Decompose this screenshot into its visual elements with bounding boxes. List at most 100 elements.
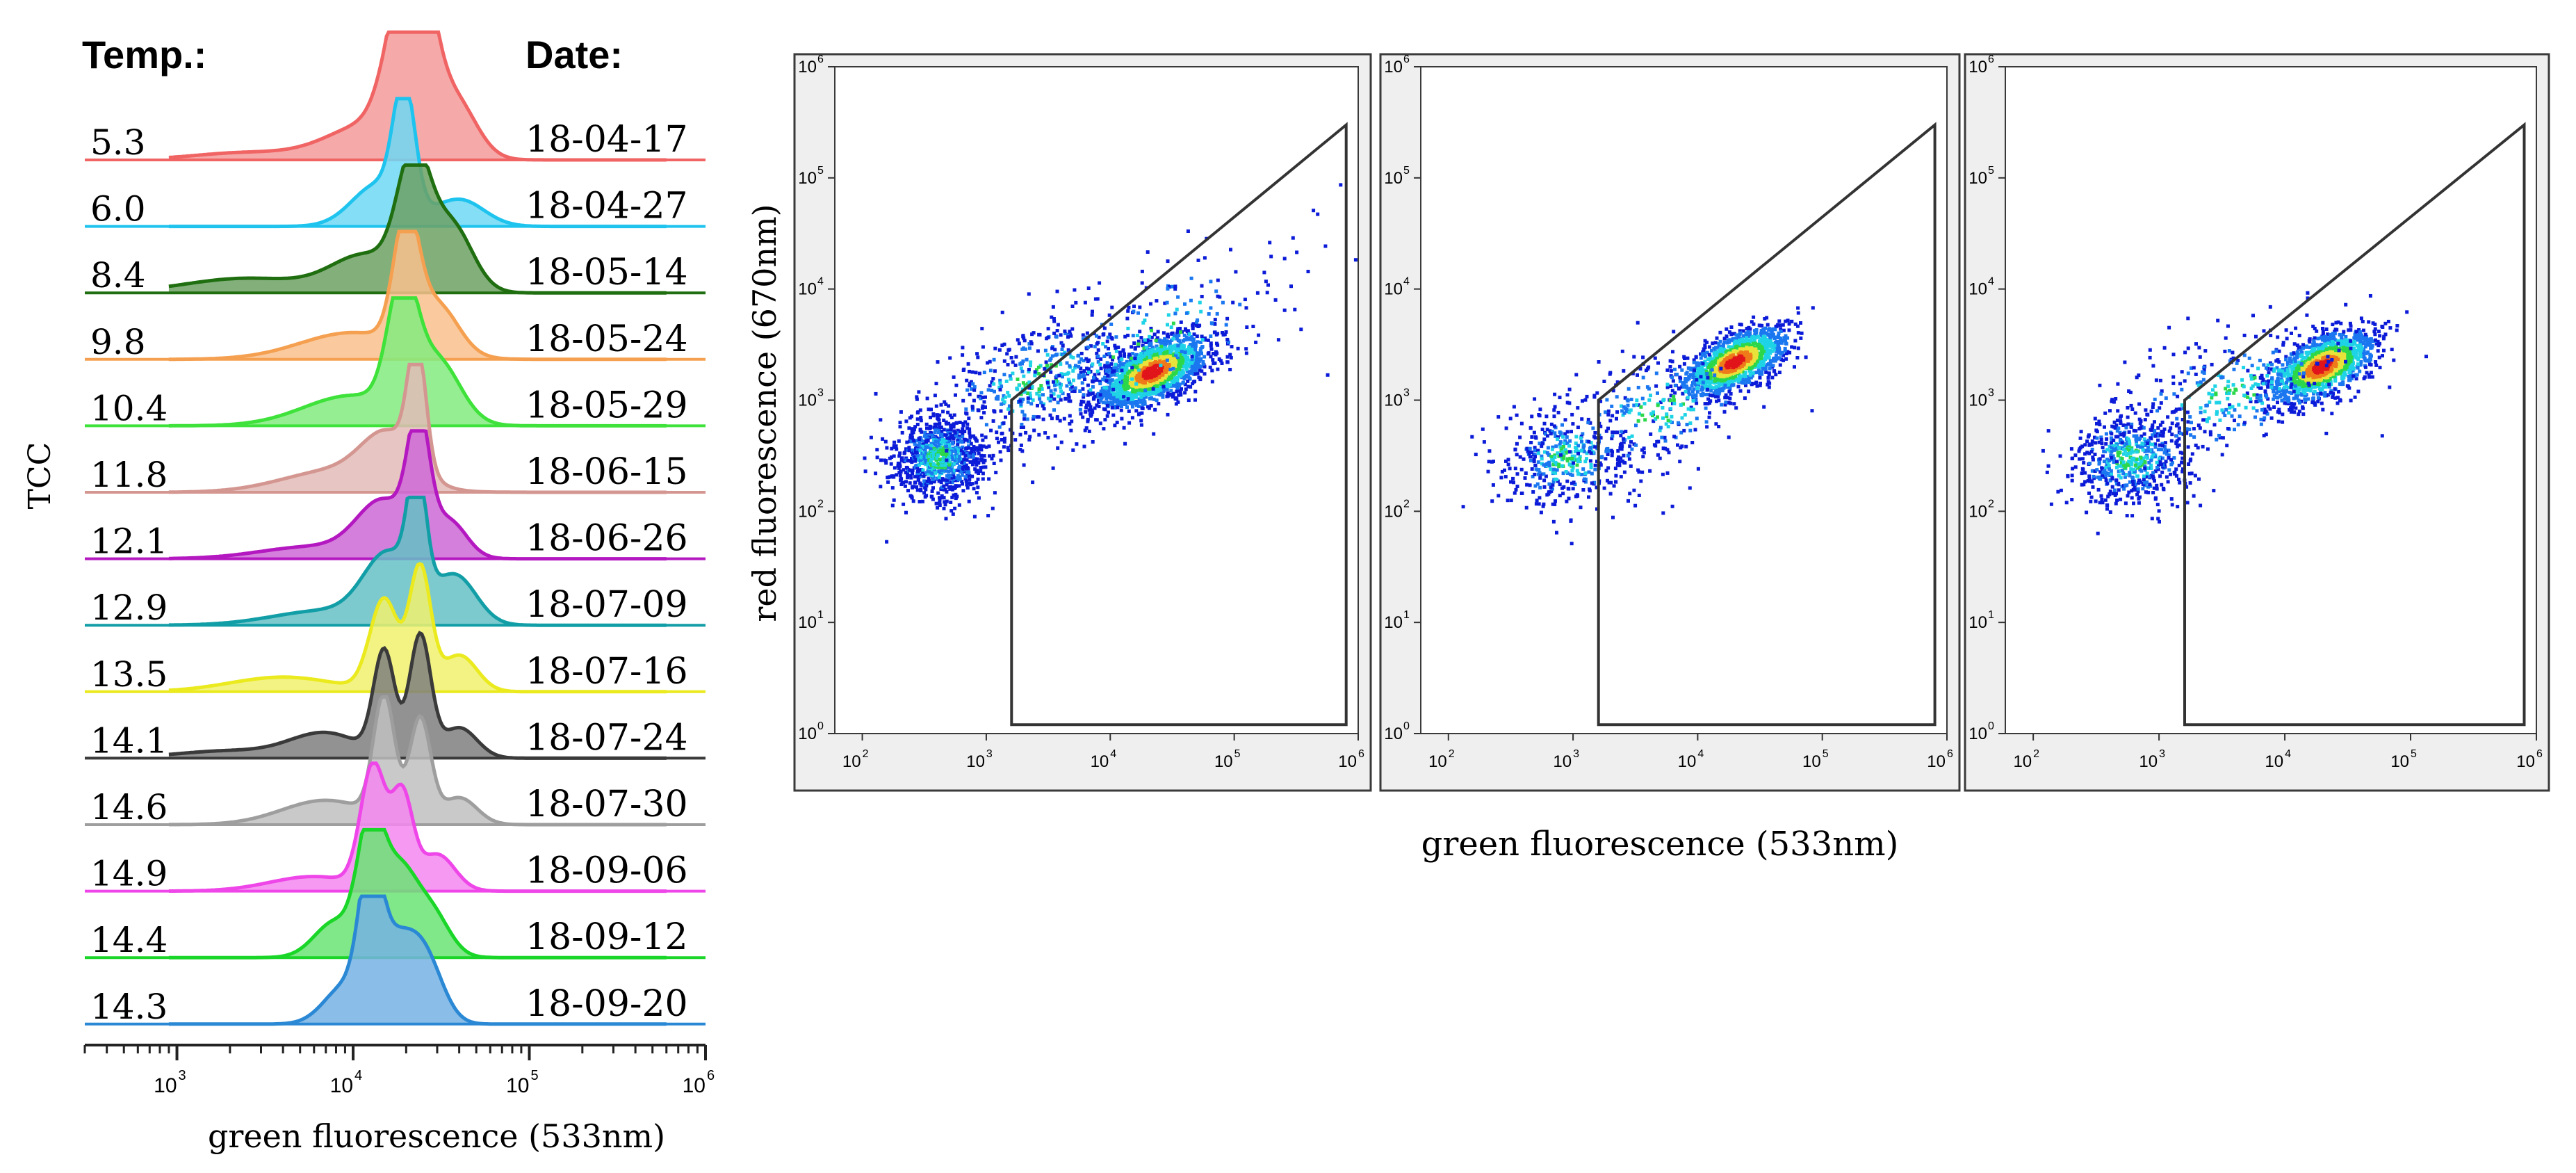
scatter-point <box>1089 412 1092 416</box>
scatter-point <box>1713 341 1718 345</box>
scatter-point <box>1161 389 1166 393</box>
scatter-point <box>946 431 950 435</box>
scatter-point <box>1159 382 1164 386</box>
scatter-point <box>1609 480 1613 485</box>
scatter-point <box>1576 406 1580 410</box>
scatter-point <box>1042 402 1046 406</box>
scatter-point <box>1085 403 1089 407</box>
scatter-point <box>1788 350 1792 355</box>
scatter-point <box>962 437 966 442</box>
scatter-point <box>1611 414 1615 418</box>
scatter-point <box>1139 359 1143 364</box>
scatter-point <box>1753 329 1756 333</box>
scatter-point <box>1708 401 1711 405</box>
scatter-point <box>1124 402 1127 406</box>
scatter-point <box>1181 339 1185 343</box>
scatter-point <box>881 437 885 441</box>
scatter-point <box>1665 448 1670 452</box>
ridge-row: 14.1 18-07-24 <box>85 631 706 761</box>
scatter-point <box>1016 338 1020 342</box>
scatter-point <box>1538 476 1542 480</box>
scatter-point <box>959 465 963 469</box>
scatter-point <box>1580 417 1584 421</box>
scatter-point <box>1499 476 1503 480</box>
scatter-point <box>1713 359 1718 363</box>
scatter-point <box>1000 431 1004 435</box>
scatter-point <box>1152 397 1156 401</box>
ridge-temp-label: 11.8 <box>90 455 168 495</box>
scatter-point <box>943 454 947 458</box>
scatter-point <box>1016 387 1020 391</box>
scatter-point <box>1533 455 1537 459</box>
scatter-point <box>1610 437 1614 441</box>
scatter-point <box>1537 468 1541 472</box>
scatter-point <box>1723 396 1727 400</box>
scatter-point <box>1637 494 1641 497</box>
scatter-point <box>1079 412 1083 416</box>
scatter-point <box>912 428 916 432</box>
scatter-point <box>1673 391 1677 395</box>
scatter-point <box>961 398 965 403</box>
scatter-point <box>1114 346 1118 350</box>
ridge-tick-label-exp: 3 <box>179 1068 186 1083</box>
scatter-point <box>1210 380 1214 384</box>
scatter-point <box>1740 363 1743 367</box>
scatter-point <box>1570 542 1574 546</box>
scatter-point <box>1680 385 1684 389</box>
scatter-point <box>1091 385 1095 389</box>
scatter-point <box>1114 388 1118 392</box>
scatter-point <box>1059 372 1063 376</box>
scatter-point <box>1728 338 1732 342</box>
scatter-point <box>1107 410 1110 414</box>
scatter-point <box>1109 322 1114 326</box>
scatter-point <box>1754 328 1759 332</box>
scatter-point <box>1706 380 1710 385</box>
scatter-point <box>1095 378 1099 382</box>
scatter-point <box>1137 372 1141 376</box>
scatter-point <box>943 500 947 504</box>
scatter-point <box>904 447 908 451</box>
scatter-point <box>1143 351 1148 355</box>
scatter-point <box>984 445 988 449</box>
scatter-point <box>1136 311 1140 315</box>
scatter-point <box>1128 391 1132 396</box>
scatter-point <box>998 381 1002 385</box>
scatter-point <box>1081 337 1085 341</box>
scatter-point <box>1135 366 1139 370</box>
scatter-point <box>1151 371 1155 374</box>
scatter-point <box>1072 378 1075 382</box>
scatter-point <box>1079 351 1084 355</box>
scatter-point <box>1200 334 1204 339</box>
scatter-point <box>1747 369 1752 373</box>
scatter-point <box>1192 380 1196 384</box>
scatter-point <box>915 463 919 467</box>
scatter-point <box>1183 391 1187 395</box>
scatter-point <box>1800 331 1804 335</box>
scatter-point <box>1103 407 1107 412</box>
scatter-point <box>1658 401 1663 405</box>
scatter-point <box>1212 362 1216 366</box>
scatter-point <box>1176 343 1180 348</box>
scatter-point <box>1461 505 1465 509</box>
scatter-point <box>863 456 867 460</box>
scatter-point <box>937 479 941 483</box>
scatter-point <box>984 435 988 439</box>
scatter-point <box>1090 408 1094 412</box>
scatter-point <box>977 371 981 375</box>
scatter-point <box>1553 431 1557 435</box>
scatter-point <box>1067 399 1071 403</box>
scatter-point <box>1022 413 1027 417</box>
scatter-point <box>929 415 932 419</box>
scatter-point <box>1187 337 1191 341</box>
scatter-point <box>1753 341 1757 346</box>
scatter-point <box>951 471 955 475</box>
ridge-date-label: 18-05-29 <box>525 385 688 426</box>
scatter-point <box>890 503 895 508</box>
ridge-date-label: 18-04-27 <box>525 186 688 227</box>
scatter-point <box>1150 328 1154 332</box>
scatter-point <box>938 498 942 502</box>
scatter-point <box>1699 356 1703 360</box>
scatter-point <box>1538 414 1542 418</box>
scatter-point <box>1728 396 1732 401</box>
scatter-point <box>1018 432 1022 437</box>
